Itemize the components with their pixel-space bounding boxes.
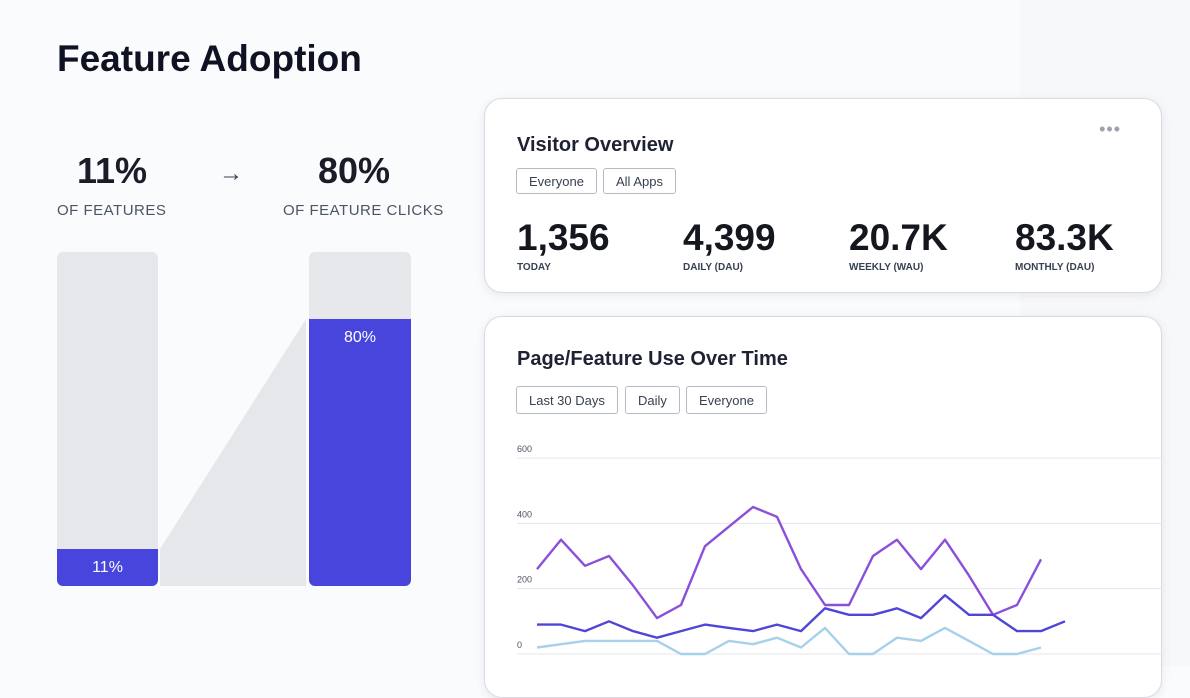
visitor-overview-title: Visitor Overview [517,134,674,156]
page-feature-use-card: Page/Feature Use Over Time Last 30 Days … [484,316,1162,698]
page-feature-use-title: Page/Feature Use Over Time [517,348,788,370]
metric-today-label: TODAY [517,262,551,273]
features-bar-label: 11% [92,559,123,576]
feature-clicks-percent: 80% [318,150,391,191]
chip-everyone-2[interactable]: Everyone [686,386,767,414]
features-bar: 11% [57,252,158,586]
features-caption: OF FEATURES [57,202,167,219]
series-line-2 [537,594,1066,639]
feature-clicks-caption: OF FEATURE CLICKS [283,202,444,219]
more-horizontal-icon[interactable]: ••• [1099,119,1121,139]
page-title: Feature Adoption [57,38,362,79]
metric-today-value: 1,356 [517,217,610,258]
visitor-overview-card: Visitor Overview ••• Everyone All Apps 1… [484,98,1162,293]
y-tick-label: 200 [517,575,532,585]
metric-wau-label: WEEKLY (WAU) [849,262,924,273]
series-line-3 [536,626,1042,656]
page-feature-use-chart: 600 400 200 0 [517,444,1161,656]
y-tick-label: 400 [517,509,532,519]
metric-mau-value: 83.3K [1015,217,1114,258]
metric-dau-label: DAILY (DAU) [683,262,744,273]
y-tick-label: 600 [517,444,532,454]
features-bar-fill: 11% [57,549,158,586]
metric-dau-value: 4,399 [683,217,776,258]
feature-clicks-bar-fill: 80% [309,319,411,586]
adoption-connector [160,319,306,586]
features-percent: 11% [77,150,148,191]
metric-mau-label: MONTHLY (DAU) [1015,262,1095,273]
chip-last-30-days[interactable]: Last 30 Days [516,386,618,414]
chip-daily[interactable]: Daily [625,386,680,414]
series-line-1 [536,505,1043,620]
chip-everyone[interactable]: Everyone [516,168,597,194]
feature-clicks-bar: 80% [309,252,411,586]
feature-clicks-bar-label: 80% [343,329,377,346]
chip-all-apps[interactable]: All Apps [603,168,676,194]
arrow-right-icon: → [219,160,243,187]
metric-wau-value: 20.7K [849,217,948,258]
y-tick-label: 0 [517,640,522,650]
